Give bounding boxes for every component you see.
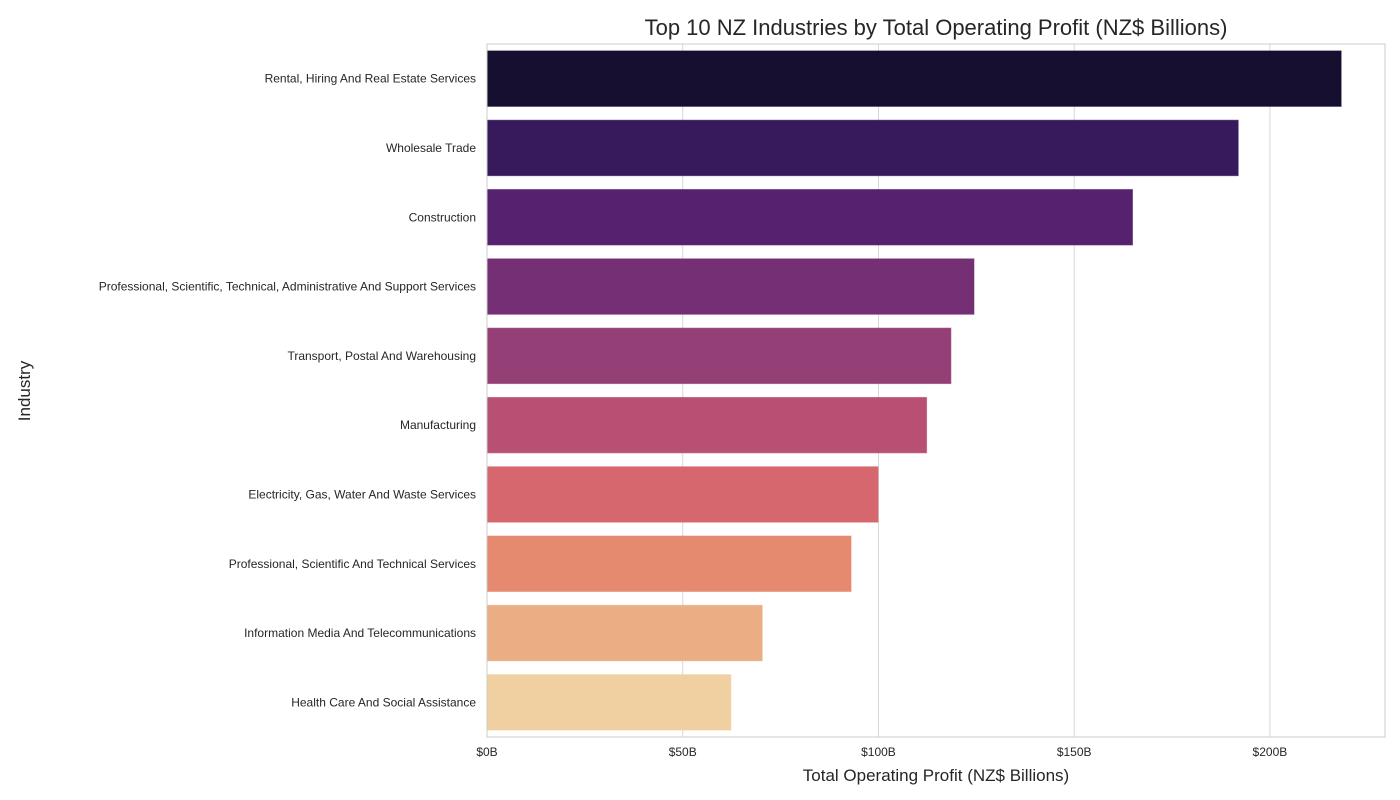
y-tick-label: Professional, Scientific, Technical, Adm…: [99, 280, 476, 294]
bar: [486, 604, 763, 662]
y-tick-label: Rental, Hiring And Real Estate Services: [265, 72, 476, 86]
bar: [486, 189, 1134, 246]
chart-title: Top 10 NZ Industries by Total Operating …: [645, 15, 1228, 40]
bar: [486, 258, 975, 315]
x-tick-label: $150B: [1057, 745, 1092, 759]
bar: [486, 674, 732, 731]
x-tick-label: $0B: [476, 745, 497, 759]
x-tick-label: $200B: [1253, 745, 1288, 759]
y-axis-label: Industry: [15, 360, 34, 421]
y-tick-label: Information Media And Telecommunications: [244, 626, 476, 640]
y-tick-label: Construction: [409, 210, 476, 224]
x-tick-labels: $0B $50B $100B $150B $200B: [476, 745, 1287, 759]
y-tick-label: Electricity, Gas, Water And Waste Servic…: [248, 487, 476, 501]
y-tick-label: Transport, Postal And Warehousing: [287, 349, 476, 363]
y-tick-label: Wholesale Trade: [386, 141, 476, 155]
bar: [486, 119, 1239, 177]
bars: [486, 50, 1342, 731]
y-tick-label: Health Care And Social Assistance: [291, 695, 476, 709]
x-axis-label: Total Operating Profit (NZ$ Billions): [803, 766, 1069, 785]
bar: [486, 396, 928, 454]
bar: [486, 466, 879, 523]
y-tick-label: Manufacturing: [400, 418, 476, 432]
y-tick-labels: Rental, Hiring And Real Estate Services W…: [99, 72, 477, 710]
bar: [486, 50, 1342, 107]
y-tick-label: Professional, Scientific And Technical S…: [229, 557, 476, 571]
plot-frame: [486, 43, 1386, 738]
x-tick-label: $50B: [669, 745, 697, 759]
bar: [486, 535, 852, 592]
x-tick-label: $100B: [861, 745, 896, 759]
bar: [486, 327, 952, 385]
